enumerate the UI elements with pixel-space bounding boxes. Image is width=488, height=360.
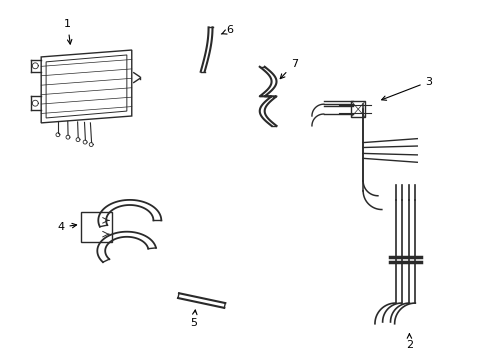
- Text: 5: 5: [190, 310, 197, 328]
- Text: 2: 2: [405, 334, 412, 350]
- Bar: [81, 212, 112, 242]
- Bar: [350, 101, 365, 117]
- Text: 7: 7: [280, 59, 297, 78]
- Text: 6: 6: [221, 25, 233, 35]
- Text: 4: 4: [57, 222, 77, 232]
- Text: 3: 3: [381, 77, 432, 100]
- Text: 1: 1: [64, 19, 72, 44]
